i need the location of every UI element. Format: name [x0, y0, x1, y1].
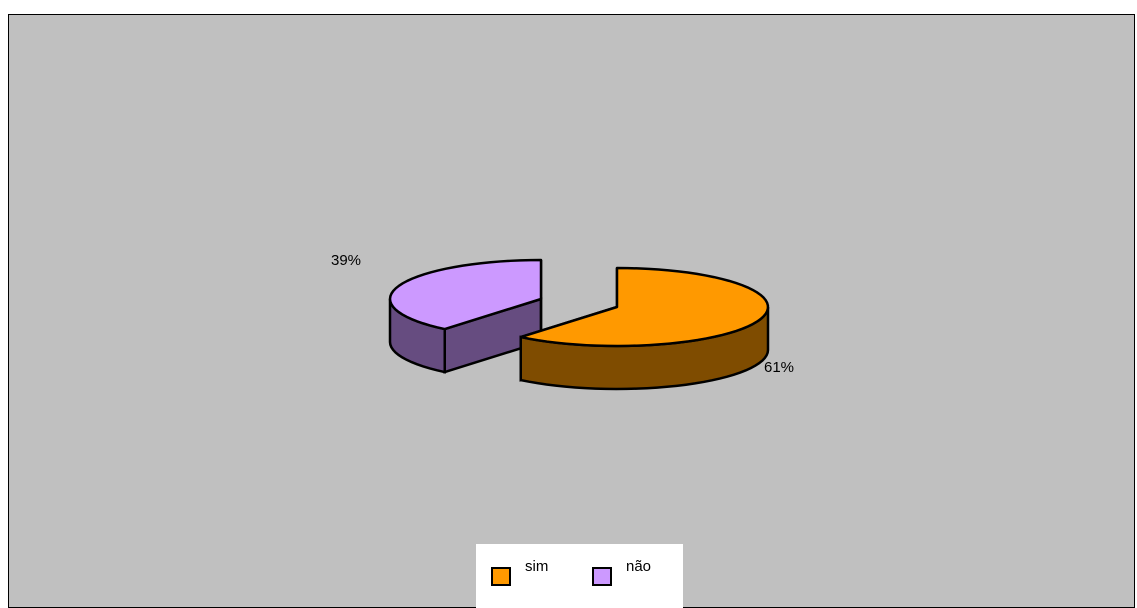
slice-não [388, 258, 543, 331]
legend-swatch-nao [592, 567, 612, 586]
legend-label-sim: sim [525, 558, 549, 575]
legend-swatch-sim [491, 567, 511, 586]
label-sim-percent: 61% [764, 359, 795, 376]
label-nao-percent: 39% [331, 252, 362, 269]
legend: sim não [476, 544, 683, 608]
pie-chart [388, 258, 770, 391]
chart-area: 39% 61% [8, 14, 1135, 608]
slice-sim [519, 266, 770, 348]
legend-label-nao: não [626, 558, 652, 575]
